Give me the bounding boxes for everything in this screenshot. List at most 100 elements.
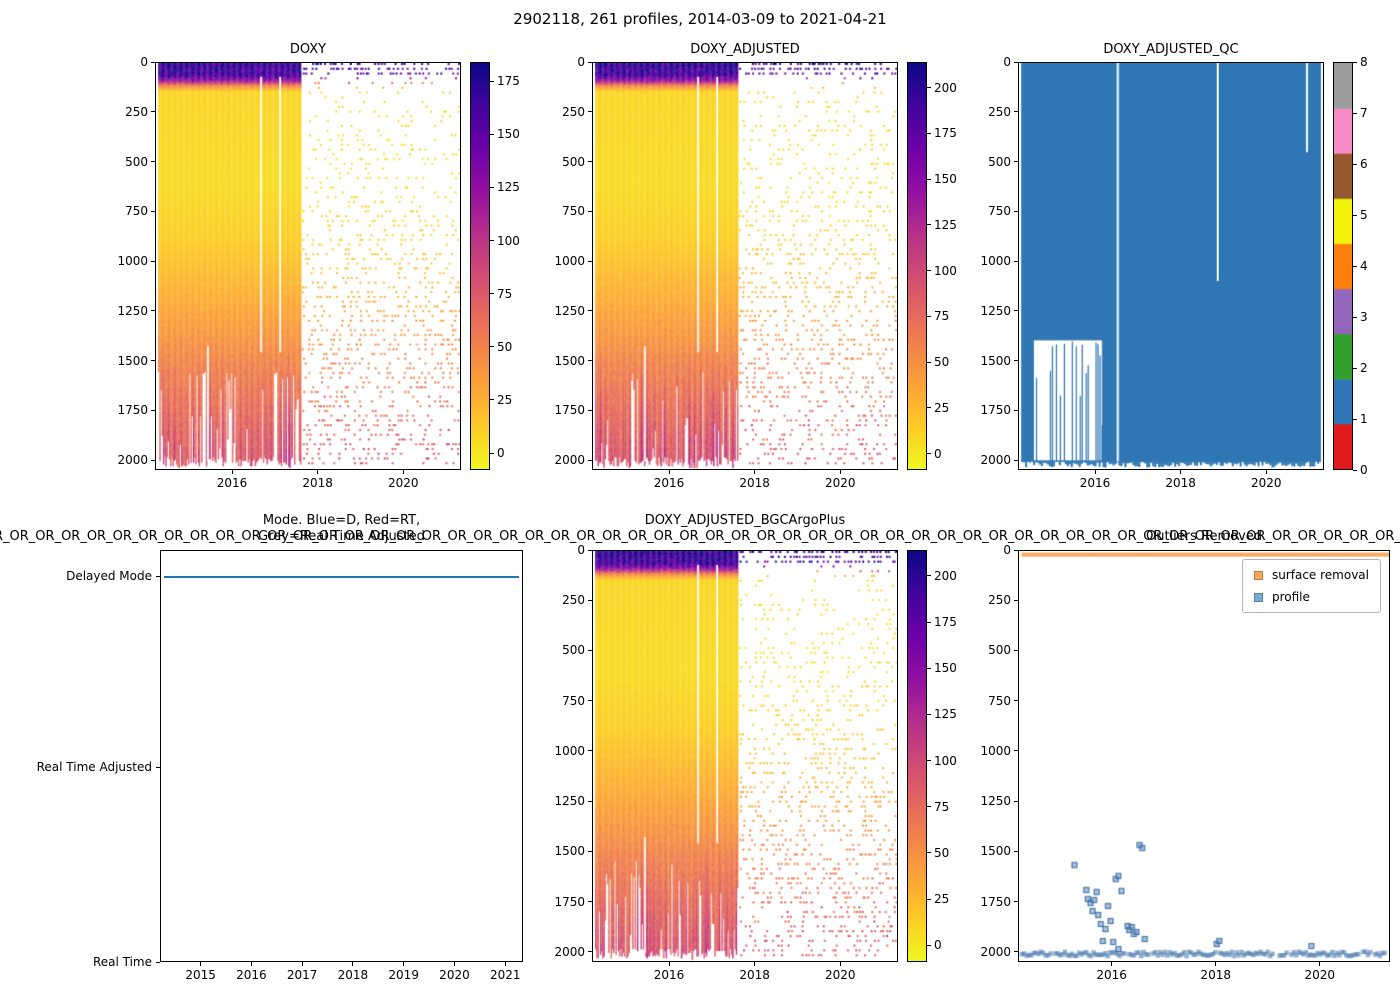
tick-mark xyxy=(490,399,494,401)
tick-mark xyxy=(1014,260,1018,262)
tick-mark xyxy=(352,962,354,966)
tick-mark xyxy=(927,621,931,623)
tick-mark xyxy=(927,453,931,455)
y-tick-label: 1500 xyxy=(980,844,1011,859)
y-tick-label: 1000 xyxy=(554,254,585,269)
tick-mark xyxy=(1014,951,1018,953)
tick-mark xyxy=(927,760,931,762)
y-tick-label: 500 xyxy=(988,154,1011,169)
tick-mark xyxy=(1014,800,1018,802)
x-tick-label: 2016 xyxy=(216,476,248,490)
tick-mark xyxy=(1014,310,1018,312)
mode-title-line1: Mode. Blue=D, Red=RT, xyxy=(262,513,421,528)
colorbar-tick-label: 0 xyxy=(934,446,942,461)
tick-mark xyxy=(1353,214,1357,216)
colorbar-tick-label: 25 xyxy=(497,392,513,407)
doxy-adjusted-heatmap-axes xyxy=(592,62,898,470)
tick-mark xyxy=(927,713,931,715)
legend-label-surface-removal: surface removal xyxy=(1271,568,1369,582)
y-tick-label: 250 xyxy=(125,104,148,119)
y-tick-label: 1250 xyxy=(554,794,585,809)
y-tick-label: 1250 xyxy=(980,303,1011,318)
mode-axes xyxy=(160,550,523,962)
x-tick-label: 2020 xyxy=(1250,476,1282,490)
tick-mark xyxy=(927,806,931,808)
bgcargoplus-title: DOXY_ADJUSTED_BGCArgoPlus xyxy=(644,513,846,528)
y-tick-label: 1000 xyxy=(980,743,1011,758)
overlapping-text-chain: R_OR_OR_OR_OR_OR_OR_OR_OR_OR_OR_OR_OR_OR… xyxy=(0,529,1400,544)
tick-mark xyxy=(231,470,233,474)
y-tick-label: 1500 xyxy=(117,353,148,368)
y-tick-label: 1750 xyxy=(980,403,1011,418)
tick-mark xyxy=(839,962,841,966)
colorbar-tick-label: 150 xyxy=(934,661,957,676)
y-tick-label: 500 xyxy=(988,643,1011,658)
tick-mark xyxy=(151,409,155,411)
y-tick-label: 1250 xyxy=(554,303,585,318)
y-tick-label: 0 xyxy=(140,55,148,69)
colorbar-tick-label: 175 xyxy=(497,74,520,89)
tick-mark xyxy=(1014,901,1018,903)
tick-mark xyxy=(588,901,592,903)
y-tick-label: 0 xyxy=(1003,55,1011,69)
tick-mark xyxy=(151,310,155,312)
tick-mark xyxy=(1353,112,1357,114)
colorbar-tick-label: 0 xyxy=(1360,463,1368,477)
bgcargoplus-heatmap-axes xyxy=(592,550,898,962)
tick-mark xyxy=(1014,409,1018,411)
y-tick-label: 250 xyxy=(562,104,585,119)
y-tick-label: 0 xyxy=(577,55,585,69)
tick-mark xyxy=(927,407,931,409)
colorbar-tick-label: 50 xyxy=(934,845,950,860)
tick-mark xyxy=(588,800,592,802)
bgcargoplus-heatmap-canvas xyxy=(593,551,897,961)
tick-mark xyxy=(1014,111,1018,113)
doxy-adjusted-colorbar xyxy=(907,62,927,470)
tick-mark xyxy=(490,133,494,135)
x-tick-label: 2016 xyxy=(236,968,267,982)
legend: surface removal profile xyxy=(1241,559,1381,613)
tick-mark xyxy=(1353,367,1357,369)
bgcargoplus-colorbar xyxy=(907,550,927,962)
y-tick-label: 250 xyxy=(988,593,1011,608)
tick-mark xyxy=(490,186,494,188)
colorbar-tick-label: 125 xyxy=(934,217,957,232)
mode-ytick-real-time-adjusted: Real Time Adjusted xyxy=(36,760,152,774)
tick-mark xyxy=(1353,61,1357,63)
mode-ytick-real-time: Real Time xyxy=(92,955,152,969)
tick-mark xyxy=(151,260,155,262)
y-tick-label: 1000 xyxy=(980,254,1011,269)
colorbar-tick-label: 0 xyxy=(934,938,942,953)
tick-mark xyxy=(588,111,592,113)
mode-title-line2: Grey=Real Time Adjusted xyxy=(258,529,425,544)
tick-mark xyxy=(588,210,592,212)
tick-mark xyxy=(151,111,155,113)
doxy-colorbar xyxy=(470,62,490,470)
tick-mark xyxy=(1014,61,1018,63)
colorbar-tick-label: 3 xyxy=(1360,310,1368,324)
colorbar-tick-label: 1 xyxy=(1360,412,1368,426)
tick-mark xyxy=(156,766,160,768)
tick-mark xyxy=(317,470,319,474)
tick-mark xyxy=(151,61,155,63)
tick-mark xyxy=(1014,459,1018,461)
tick-mark xyxy=(403,962,405,966)
tick-mark xyxy=(1353,163,1357,165)
tick-mark xyxy=(927,178,931,180)
doxy-heatmap-canvas xyxy=(156,63,460,469)
tick-mark xyxy=(490,80,494,82)
doxy-adjusted-qc-axes xyxy=(1018,62,1324,470)
y-tick-label: 1750 xyxy=(554,894,585,909)
outliers-scatter-canvas xyxy=(1019,551,1389,961)
y-tick-label: 750 xyxy=(562,204,585,219)
colorbar-tick-label: 75 xyxy=(934,309,950,324)
tick-mark xyxy=(588,549,592,551)
tick-mark xyxy=(927,361,931,363)
tick-mark xyxy=(1014,360,1018,362)
legend-item-profile: profile xyxy=(1253,590,1369,604)
tick-mark xyxy=(588,61,592,63)
doxy-heatmap-axes xyxy=(155,62,461,470)
colorbar-tick-label: 50 xyxy=(934,355,950,370)
y-tick-label: 500 xyxy=(562,154,585,169)
colorbar-tick-label: 200 xyxy=(934,568,957,583)
